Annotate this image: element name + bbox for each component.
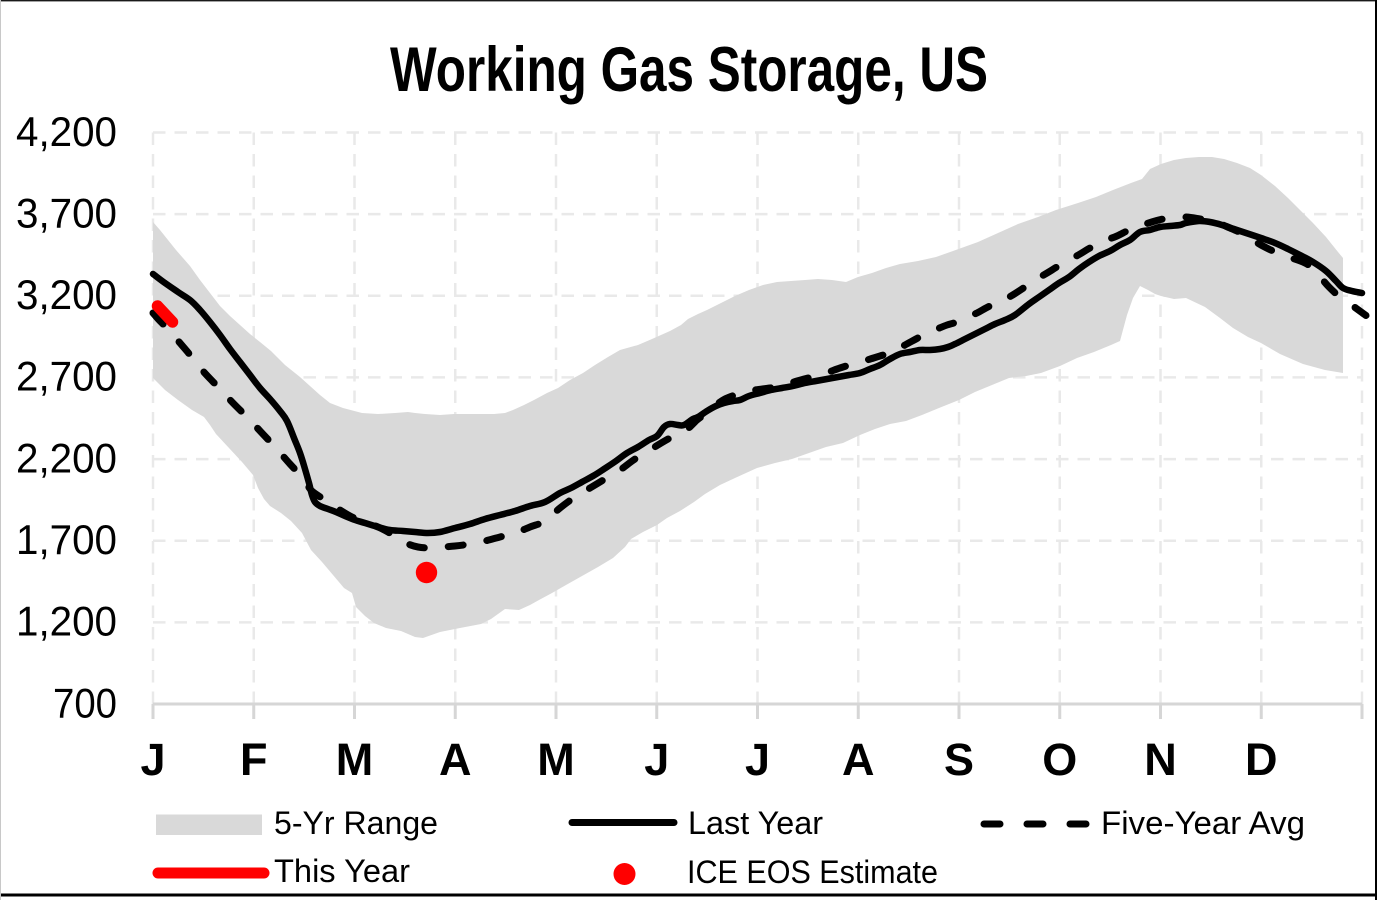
svg-text:Working Gas Storage, US: Working Gas Storage, US [390, 35, 988, 105]
svg-text:1,200: 1,200 [16, 598, 117, 645]
svg-text:N: N [1144, 734, 1177, 785]
svg-text:A: A [842, 734, 875, 785]
svg-text:A: A [439, 734, 472, 785]
svg-text:3,200: 3,200 [16, 271, 117, 318]
svg-text:J: J [140, 734, 165, 785]
svg-text:ICE EOS Estimate: ICE EOS Estimate [687, 854, 938, 890]
svg-text:M: M [336, 734, 374, 785]
svg-text:2,200: 2,200 [16, 434, 117, 481]
svg-text:F: F [240, 734, 268, 785]
svg-text:4,200: 4,200 [16, 108, 117, 155]
svg-text:S: S [944, 734, 974, 785]
svg-text:1,700: 1,700 [16, 516, 117, 563]
svg-text:700: 700 [53, 679, 117, 726]
svg-text:O: O [1042, 734, 1077, 785]
svg-text:M: M [537, 734, 575, 785]
svg-text:Last Year: Last Year [688, 805, 823, 841]
svg-text:Five-Year Avg: Five-Year Avg [1101, 805, 1305, 841]
svg-text:D: D [1245, 734, 1278, 785]
svg-text:J: J [745, 734, 770, 785]
svg-text:J: J [644, 734, 669, 785]
svg-text:2,700: 2,700 [16, 353, 117, 400]
svg-text:This Year: This Year [274, 853, 410, 889]
svg-text:3,700: 3,700 [16, 189, 117, 236]
svg-text:5-Yr Range: 5-Yr Range [274, 805, 438, 841]
